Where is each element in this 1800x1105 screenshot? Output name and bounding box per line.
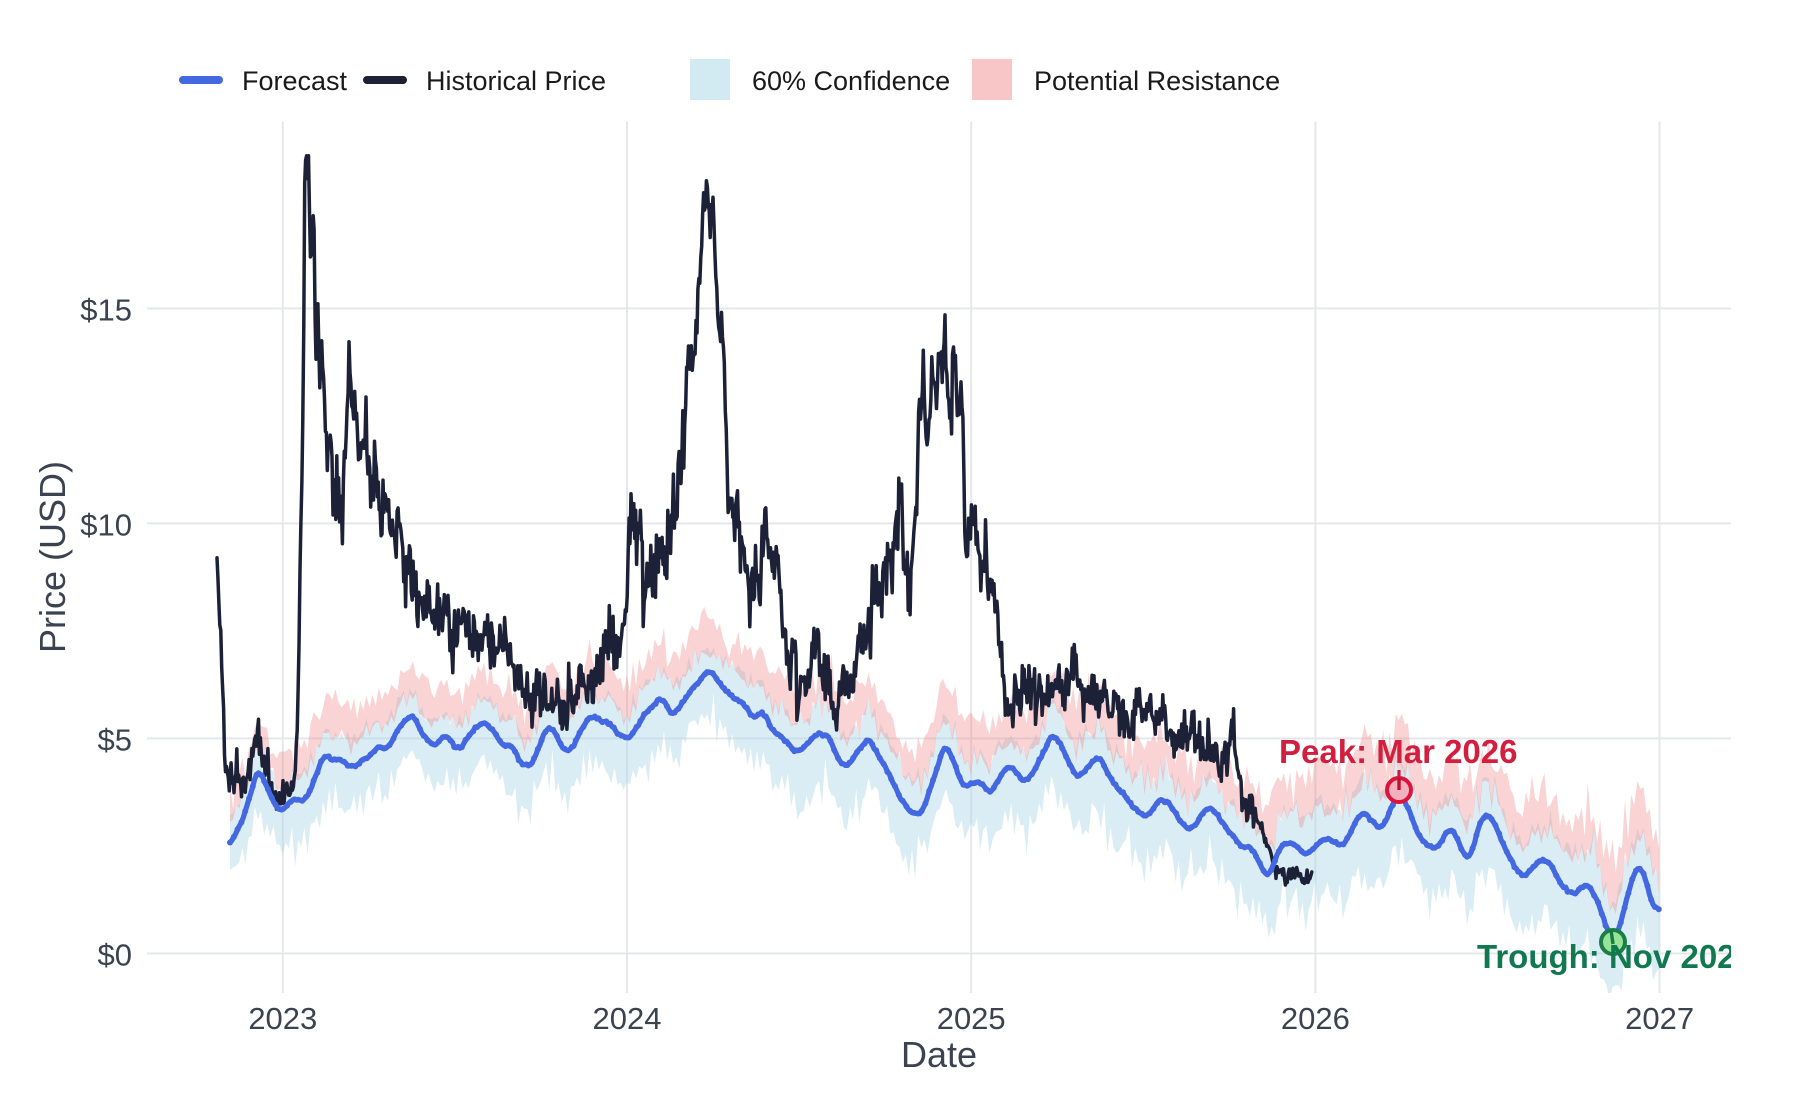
svg-text:$5: $5 bbox=[98, 722, 132, 757]
svg-text:2023: 2023 bbox=[248, 1001, 317, 1036]
svg-text:Historical Price: Historical Price bbox=[426, 66, 606, 96]
svg-text:Date: Date bbox=[901, 1034, 977, 1075]
svg-text:Trough: Nov 2026: Trough: Nov 2026 bbox=[1477, 938, 1754, 975]
svg-text:2025: 2025 bbox=[937, 1001, 1006, 1036]
svg-text:2024: 2024 bbox=[593, 1001, 662, 1036]
svg-text:Peak: Mar 2026: Peak: Mar 2026 bbox=[1279, 733, 1518, 770]
svg-text:$10: $10 bbox=[80, 507, 132, 542]
svg-text:Potential Resistance: Potential Resistance bbox=[1034, 66, 1280, 96]
svg-text:60% Confidence: 60% Confidence bbox=[752, 66, 950, 96]
svg-text:Forecast: Forecast bbox=[242, 66, 348, 96]
svg-text:2027: 2027 bbox=[1625, 1001, 1694, 1036]
svg-text:$0: $0 bbox=[98, 937, 132, 972]
svg-text:Price (USD): Price (USD) bbox=[32, 461, 73, 653]
svg-text:2026: 2026 bbox=[1281, 1001, 1350, 1036]
svg-text:$15: $15 bbox=[80, 292, 132, 327]
